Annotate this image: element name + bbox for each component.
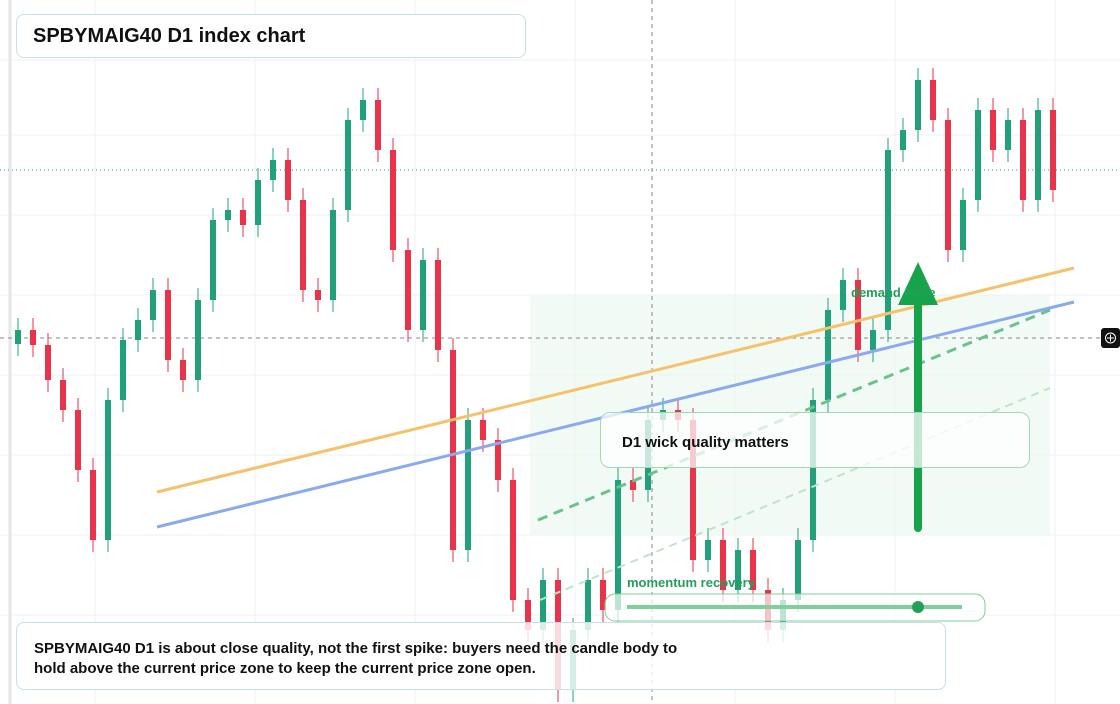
- candle-body: [750, 550, 756, 590]
- candle-body: [615, 480, 621, 610]
- candle-body: [135, 320, 141, 340]
- candle-body: [150, 290, 156, 320]
- candle-body: [465, 420, 471, 550]
- candle-body: [450, 350, 456, 550]
- candle-body: [360, 100, 366, 120]
- candle-body: [600, 580, 606, 610]
- candle-body: [60, 380, 66, 410]
- candle-body: [540, 580, 546, 630]
- candle-body: [900, 130, 906, 150]
- candle-body: [285, 160, 291, 200]
- candle-body: [840, 280, 846, 310]
- candle-body: [1020, 120, 1026, 200]
- candle-body: [420, 260, 426, 330]
- candle-body: [195, 300, 201, 380]
- candle-body: [855, 280, 861, 350]
- candle-body: [270, 160, 276, 180]
- candle-body: [405, 250, 411, 330]
- candle-body: [510, 480, 516, 600]
- candle-body: [375, 100, 381, 150]
- candle-body: [15, 330, 21, 344]
- candle-body: [735, 550, 741, 590]
- callout: D1 wick quality matters: [600, 412, 1030, 468]
- candle-body: [495, 440, 501, 480]
- candle-body: [525, 600, 531, 630]
- zone-label: demand node: [851, 285, 936, 300]
- candle-body: [795, 540, 801, 600]
- candle-body: [945, 120, 951, 250]
- crosshair-icon: [1105, 332, 1116, 344]
- candle-body: [45, 345, 51, 380]
- candle-body: [330, 210, 336, 300]
- candle-body: [120, 340, 126, 400]
- candle-body: [1035, 110, 1041, 200]
- candle-body: [720, 540, 726, 590]
- candle-body: [105, 400, 111, 540]
- note: SPBYMAIG40 D1 is about close quality, no…: [16, 622, 946, 690]
- candle-body: [585, 580, 591, 630]
- candle-body: [255, 180, 261, 225]
- candle-body: [345, 120, 351, 210]
- candle-body: [75, 410, 81, 470]
- candle-body: [300, 200, 306, 290]
- candle-body: [1005, 120, 1011, 150]
- candle-body: [690, 420, 696, 560]
- candle-body: [705, 540, 711, 560]
- candle-body: [315, 290, 321, 300]
- momentum-knob: [912, 601, 924, 613]
- candles: [15, 68, 1056, 702]
- momentum-label: momentum recovery: [627, 575, 756, 590]
- candle-body: [180, 360, 186, 380]
- candle-body: [960, 200, 966, 250]
- candle-body: [975, 110, 981, 200]
- candle-body: [210, 220, 216, 300]
- candle-body: [990, 110, 996, 150]
- candle-body: [825, 310, 831, 400]
- candle-body: [435, 260, 441, 350]
- candle-body: [480, 420, 486, 440]
- chart-title: SPBYMAIG40 D1 index chart: [16, 14, 526, 58]
- candle-body: [870, 330, 876, 350]
- candle-body: [810, 400, 816, 540]
- candle-body: [885, 150, 891, 330]
- candle-body: [1050, 110, 1056, 190]
- candle-body: [390, 150, 396, 250]
- candle-body: [240, 210, 246, 225]
- candle-body: [915, 80, 921, 130]
- candle-body: [165, 290, 171, 360]
- candle-body: [225, 210, 231, 220]
- candle-body: [930, 80, 936, 120]
- arrow-head: [898, 262, 938, 305]
- candle-body: [90, 470, 96, 540]
- candle-body: [630, 480, 636, 490]
- candle-body: [30, 330, 36, 345]
